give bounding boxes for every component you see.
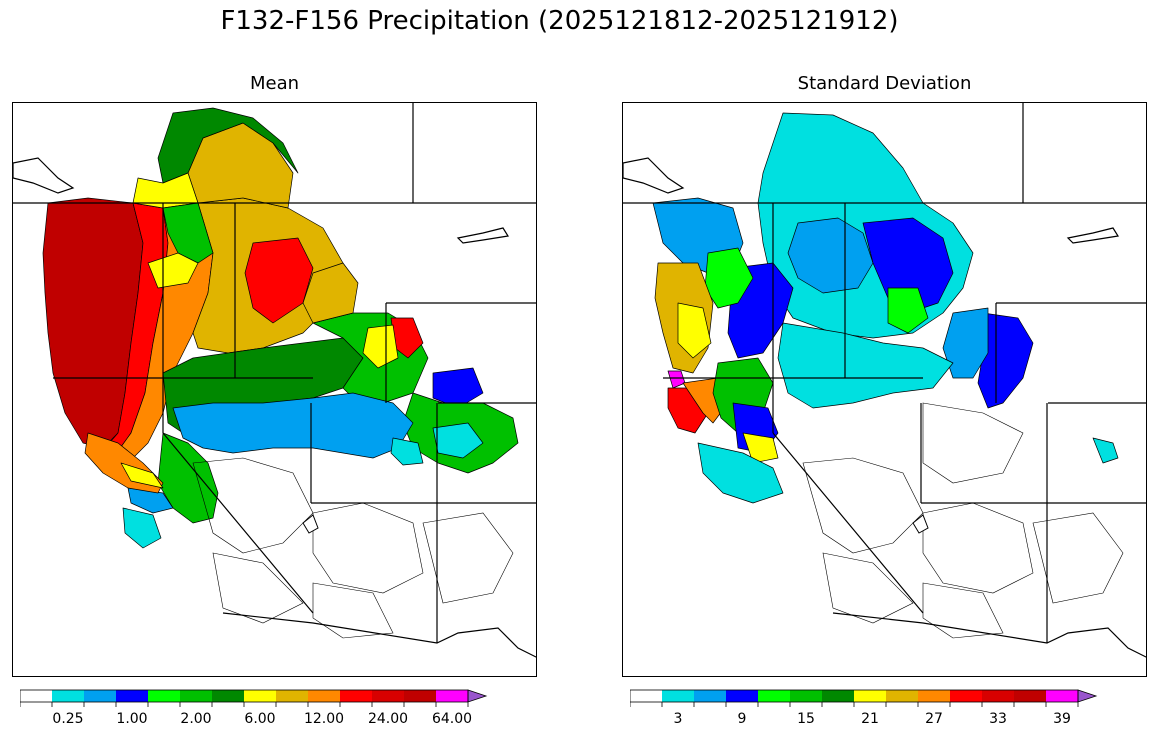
basin-outline-2 xyxy=(312,502,424,594)
mean-panel-title: Mean xyxy=(249,73,300,94)
colorbar-bin xyxy=(790,690,822,702)
colorbar-tick-label: 2.00 xyxy=(180,711,212,727)
colorbar-bin xyxy=(180,690,212,702)
stddev-map-canvas xyxy=(623,103,1146,658)
basin-outline-5 xyxy=(312,582,394,639)
mexico-border xyxy=(222,612,536,658)
colorbar-bin xyxy=(1014,690,1046,702)
region-cyan-mid xyxy=(777,322,954,409)
region-gold-east xyxy=(302,262,359,324)
colorbar-tick-label: 12.00 xyxy=(303,711,345,727)
colorbar-svg xyxy=(20,689,488,707)
colorbar-tick-label: 64.00 xyxy=(431,711,473,727)
colorbar-extend-arrow xyxy=(467,689,488,703)
colorbar-bin xyxy=(276,690,308,702)
colorbar-tick-label: 9 xyxy=(737,711,747,727)
colorbar-bin xyxy=(854,690,886,702)
colorbar-tick-label: 15 xyxy=(797,711,815,727)
colorbar-bin xyxy=(116,690,148,702)
region-lightblue-mid xyxy=(172,392,414,459)
colorbar-bin xyxy=(404,690,436,702)
stddev-panel-title: Standard Deviation xyxy=(797,73,972,94)
colorbar-bin xyxy=(726,690,758,702)
basin-outline-3 xyxy=(822,552,914,624)
region-red-inland xyxy=(244,237,314,324)
basin-outline-1 xyxy=(802,457,924,554)
colorbar-tick-label: 1.00 xyxy=(116,711,148,727)
puget-sound xyxy=(623,157,685,194)
region-yellow-east xyxy=(362,324,399,369)
colorbar-tick-label: 27 xyxy=(925,711,943,727)
colorbar-bin xyxy=(1046,690,1078,702)
colorbar-tick-label: 33 xyxy=(989,711,1007,727)
colorbar-bin xyxy=(52,690,84,702)
basin-outline-4 xyxy=(1032,512,1124,604)
region-yellow-south xyxy=(120,462,164,489)
region-yellow-mid xyxy=(147,252,199,289)
state-line-ca-nv xyxy=(772,432,924,614)
colorbar-tick-label: 39 xyxy=(1053,711,1071,727)
colorbar-tick-label: 21 xyxy=(861,711,879,727)
colorbar-bin xyxy=(822,690,854,702)
region-yellow-coast xyxy=(677,302,712,359)
stddev-map xyxy=(622,102,1147,677)
colorbar-tick-label: 6.00 xyxy=(244,711,276,727)
region-magenta-coast xyxy=(667,370,686,389)
mean-map xyxy=(12,102,537,677)
region-green-south xyxy=(157,432,219,524)
mean-colorbar: 0.25 1.00 2.00 6.00 12.00 24.00 64.00 xyxy=(20,689,532,727)
basin-outline-5 xyxy=(922,582,1004,639)
basin-outline-1 xyxy=(192,457,314,554)
mean-map-canvas xyxy=(13,103,536,658)
stddev-colorbar: 3 9 15 21 27 33 39 xyxy=(630,689,1142,727)
region-green-north xyxy=(157,107,299,184)
basin-outline-2 xyxy=(922,502,1034,594)
region-cyan-mid xyxy=(390,437,424,466)
region-cyan-far-east xyxy=(1092,437,1119,464)
colorbar-bin xyxy=(758,690,790,702)
colorbar-bin xyxy=(662,690,694,702)
great-salt-lake xyxy=(302,514,319,534)
region-lightblue-north xyxy=(787,217,874,294)
basin-outline-3 xyxy=(212,552,304,624)
colorbar-tick-label: 0.25 xyxy=(52,711,84,727)
colorbar-bin xyxy=(694,690,726,702)
colorbar-extend-arrow xyxy=(1077,689,1098,703)
puget-sound xyxy=(13,157,75,194)
colorbar-bin xyxy=(436,690,468,702)
region-blue-east xyxy=(432,367,484,409)
region-cyan-south xyxy=(697,442,784,504)
colorbar-tick-label: 3 xyxy=(673,711,683,727)
region-cyan-south xyxy=(122,507,162,549)
basin-outline-4 xyxy=(422,512,514,604)
colorbar-bin xyxy=(340,690,372,702)
colorbar-bin xyxy=(372,690,404,702)
figure-title: F132-F156 Precipitation (2025121812-2025… xyxy=(220,6,899,36)
colorbar-bin xyxy=(630,690,662,702)
colorbar-bin xyxy=(950,690,982,702)
colorbar-bin xyxy=(918,690,950,702)
colorbar-bin xyxy=(212,690,244,702)
colorbar-bin xyxy=(308,690,340,702)
lake-sakakawea xyxy=(1066,227,1119,244)
colorbar-bin xyxy=(982,690,1014,702)
mexico-border xyxy=(832,612,1146,658)
great-salt-lake xyxy=(912,514,929,534)
colorbar-bin xyxy=(148,690,180,702)
colorbar-bin xyxy=(244,690,276,702)
region-blue-central xyxy=(862,217,954,314)
region-green-mid xyxy=(887,287,929,334)
colorbar-bin xyxy=(20,690,52,702)
region-lightblue-east xyxy=(942,307,989,379)
colorbar-svg xyxy=(630,689,1098,707)
lake-sakakawea xyxy=(456,227,509,244)
colorbar-bin xyxy=(886,690,918,702)
state-line-ca-nv xyxy=(162,432,314,614)
region-yellow-south xyxy=(742,432,779,464)
colorbar-bin xyxy=(84,690,116,702)
basin-outline-6 xyxy=(922,402,1024,484)
colorbar-tick-label: 24.00 xyxy=(367,711,409,727)
